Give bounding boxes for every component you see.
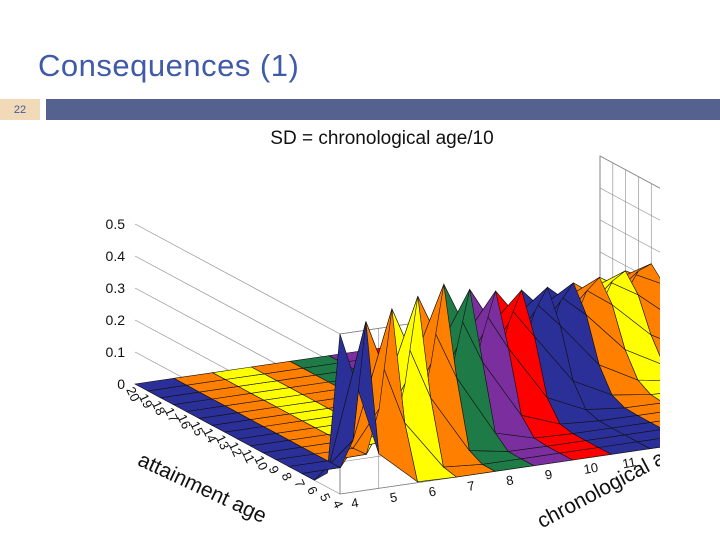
slide-number-box: 22: [0, 99, 40, 120]
y-tick-label: 6: [427, 484, 437, 500]
x-tick-label: 14: [200, 426, 220, 445]
z-gridline-left-edge: [134, 255, 341, 367]
x-tick-label: 13: [213, 432, 233, 451]
slide-title: Consequences (1): [38, 48, 300, 83]
x-tick-label: 6: [304, 484, 321, 497]
y-tick-label: 5: [389, 489, 399, 505]
surface-facet: [134, 377, 188, 392]
x-tick-label: 18: [149, 398, 169, 417]
x-tick-label: 11: [239, 447, 258, 466]
title-bar: [46, 99, 720, 120]
y-tick-label: 8: [505, 472, 515, 488]
z-tick-label-left: 0.4: [106, 248, 126, 264]
z-tick-label-left: 0.1: [106, 344, 126, 360]
y-tick-label: 11: [621, 454, 637, 471]
y-tick-label: 4: [350, 495, 360, 511]
x-tick-label: 7: [291, 477, 308, 490]
x-tick-label: 8: [279, 470, 296, 483]
z-gridline-left-edge: [134, 223, 341, 335]
y-tick-label: 10: [582, 460, 599, 477]
z-tick-label-left: 0: [117, 376, 125, 392]
z-tick-label-left: 0.5: [106, 216, 126, 232]
surface-mesh: [134, 263, 660, 483]
x-tick-label: 5: [317, 491, 334, 504]
slide-number: 22: [13, 103, 27, 116]
chart-title: SD = chronological age/10: [270, 128, 493, 149]
z-tick-label-left: 0.3: [106, 280, 126, 296]
x-tick-label: 15: [187, 419, 207, 438]
x-tick-label: 10: [251, 453, 271, 472]
x-tick-label: 16: [175, 412, 195, 431]
y-tick-label: 7: [466, 478, 476, 494]
x-tick-label: 12: [226, 439, 246, 458]
z-tick-label-left: 0.2: [106, 312, 126, 328]
tick-labels: 000.10.10.20.20.30.30.40.40.50.545678910…: [106, 216, 660, 511]
x-tick-label: 19: [136, 391, 156, 410]
y-tick-label: 9: [544, 467, 554, 483]
x-tick-label: 17: [162, 405, 182, 424]
x-tick-label: 4: [330, 498, 347, 511]
x-tick-label: 20: [123, 384, 143, 403]
surface-chart: SD = chronological age/10 000.10.10.20.2…: [106, 128, 660, 532]
